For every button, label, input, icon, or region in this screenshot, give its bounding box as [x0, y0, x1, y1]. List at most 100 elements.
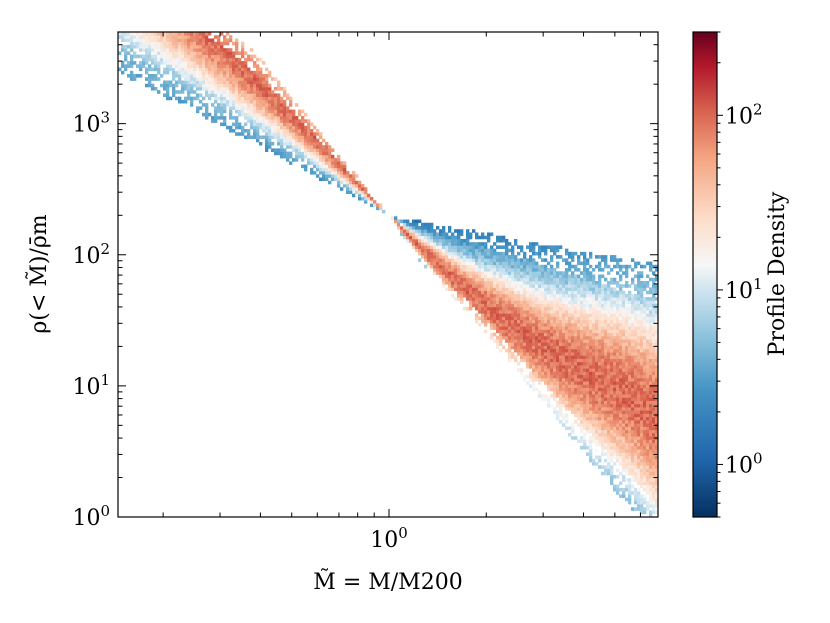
heatmap-cell — [622, 361, 626, 366]
heatmap-cell — [655, 484, 658, 489]
heatmap-cell — [529, 358, 533, 363]
heatmap-cell — [166, 38, 170, 43]
heatmap-cell — [613, 416, 617, 421]
heatmap-cell — [652, 481, 656, 486]
heatmap-cell — [193, 35, 197, 39]
heatmap-cell — [628, 319, 632, 324]
heatmap-cell — [430, 242, 434, 246]
heatmap-cell — [250, 48, 254, 52]
heatmap-cell — [589, 365, 593, 369]
heatmap-cell — [601, 339, 605, 343]
heatmap-cell — [502, 238, 506, 243]
heatmap-cell — [145, 70, 149, 75]
heatmap-cell — [457, 271, 461, 275]
heatmap-cell — [280, 116, 284, 120]
heatmap-cell — [652, 323, 656, 327]
heatmap-cell — [586, 258, 590, 262]
heatmap-cell — [424, 242, 428, 246]
heatmap-cell — [589, 280, 593, 285]
heatmap-cell — [292, 125, 296, 130]
heatmap-cell — [193, 74, 197, 78]
heatmap-cell — [301, 132, 305, 136]
heatmap-cell — [310, 158, 314, 162]
heatmap-cell — [556, 271, 560, 275]
heatmap-cell — [289, 125, 293, 130]
heatmap-cell — [169, 57, 173, 62]
heatmap-cell — [631, 429, 635, 434]
heatmap-cell — [289, 135, 293, 140]
heatmap-cell — [574, 339, 578, 343]
heatmap-cell — [622, 374, 626, 379]
heatmap-cell — [187, 74, 191, 78]
heatmap-cell — [559, 329, 563, 334]
heatmap-cell — [574, 329, 578, 334]
heatmap-cell — [535, 342, 539, 346]
heatmap-cell — [604, 374, 608, 379]
heatmap-cell — [523, 268, 527, 272]
heatmap-cell — [283, 116, 287, 120]
heatmap-cell — [547, 329, 551, 334]
heatmap-cell — [577, 255, 581, 259]
heatmap-cell — [172, 32, 176, 36]
heatmap-cell — [607, 394, 611, 398]
heatmap-cell — [550, 384, 554, 389]
heatmap-cell — [493, 303, 497, 308]
heatmap-cell — [190, 99, 194, 104]
heatmap-cell — [583, 368, 587, 372]
heatmap-cell — [166, 51, 170, 55]
heatmap-cell — [613, 394, 617, 398]
heatmap-cell — [559, 358, 563, 363]
heatmap-cell — [616, 455, 620, 460]
heatmap-cell — [292, 158, 296, 162]
heatmap-cell — [487, 258, 491, 262]
heatmap-cell — [538, 394, 542, 398]
heatmap-cell — [562, 374, 566, 379]
heatmap-cell — [277, 119, 281, 123]
heatmap-cell — [508, 287, 512, 292]
heatmap-cell — [613, 400, 617, 405]
heatmap-cell — [547, 326, 551, 330]
heatmap-cell — [328, 158, 332, 162]
heatmap-cell — [568, 277, 572, 282]
heatmap-cell — [613, 374, 617, 379]
heatmap-cell — [217, 109, 221, 114]
heatmap-cell — [553, 339, 557, 343]
heatmap-cell — [556, 400, 560, 405]
heatmap-cell — [280, 106, 284, 110]
heatmap-cell — [595, 387, 599, 392]
heatmap-cell — [622, 271, 626, 275]
heatmap-cell — [625, 429, 629, 434]
heatmap-cell — [538, 355, 542, 359]
heatmap-cell — [448, 248, 452, 253]
heatmap-cell — [571, 319, 575, 324]
heatmap-cell — [532, 268, 536, 272]
heatmap-cell — [481, 310, 485, 314]
heatmap-cell — [226, 74, 230, 78]
heatmap-cell — [535, 345, 539, 350]
heatmap-cell — [259, 70, 263, 75]
heatmap-cell — [646, 371, 650, 376]
heatmap-cell — [634, 397, 638, 401]
heatmap-cell — [337, 158, 341, 162]
heatmap-cell — [595, 371, 599, 376]
heatmap-cell — [460, 290, 464, 295]
heatmap-cell — [640, 442, 644, 447]
heatmap-cell — [301, 138, 305, 143]
heatmap-cell — [445, 264, 449, 269]
heatmap-cell — [547, 384, 551, 389]
heatmap-cell — [541, 365, 545, 369]
heatmap-cell — [445, 232, 449, 237]
heatmap-cell — [556, 316, 560, 321]
heatmap-cell — [133, 32, 137, 36]
heatmap-cell — [475, 271, 479, 275]
heatmap-cell — [205, 103, 209, 107]
heatmap-cell — [655, 449, 658, 453]
heatmap-cell — [610, 277, 614, 282]
heatmap-cell — [619, 436, 623, 440]
heatmap-cell — [493, 332, 497, 337]
heatmap-cell — [316, 145, 320, 149]
heatmap-cell — [280, 99, 284, 104]
heatmap-cell — [550, 255, 554, 259]
heatmap-cell — [304, 164, 308, 169]
heatmap-cell — [595, 255, 599, 259]
